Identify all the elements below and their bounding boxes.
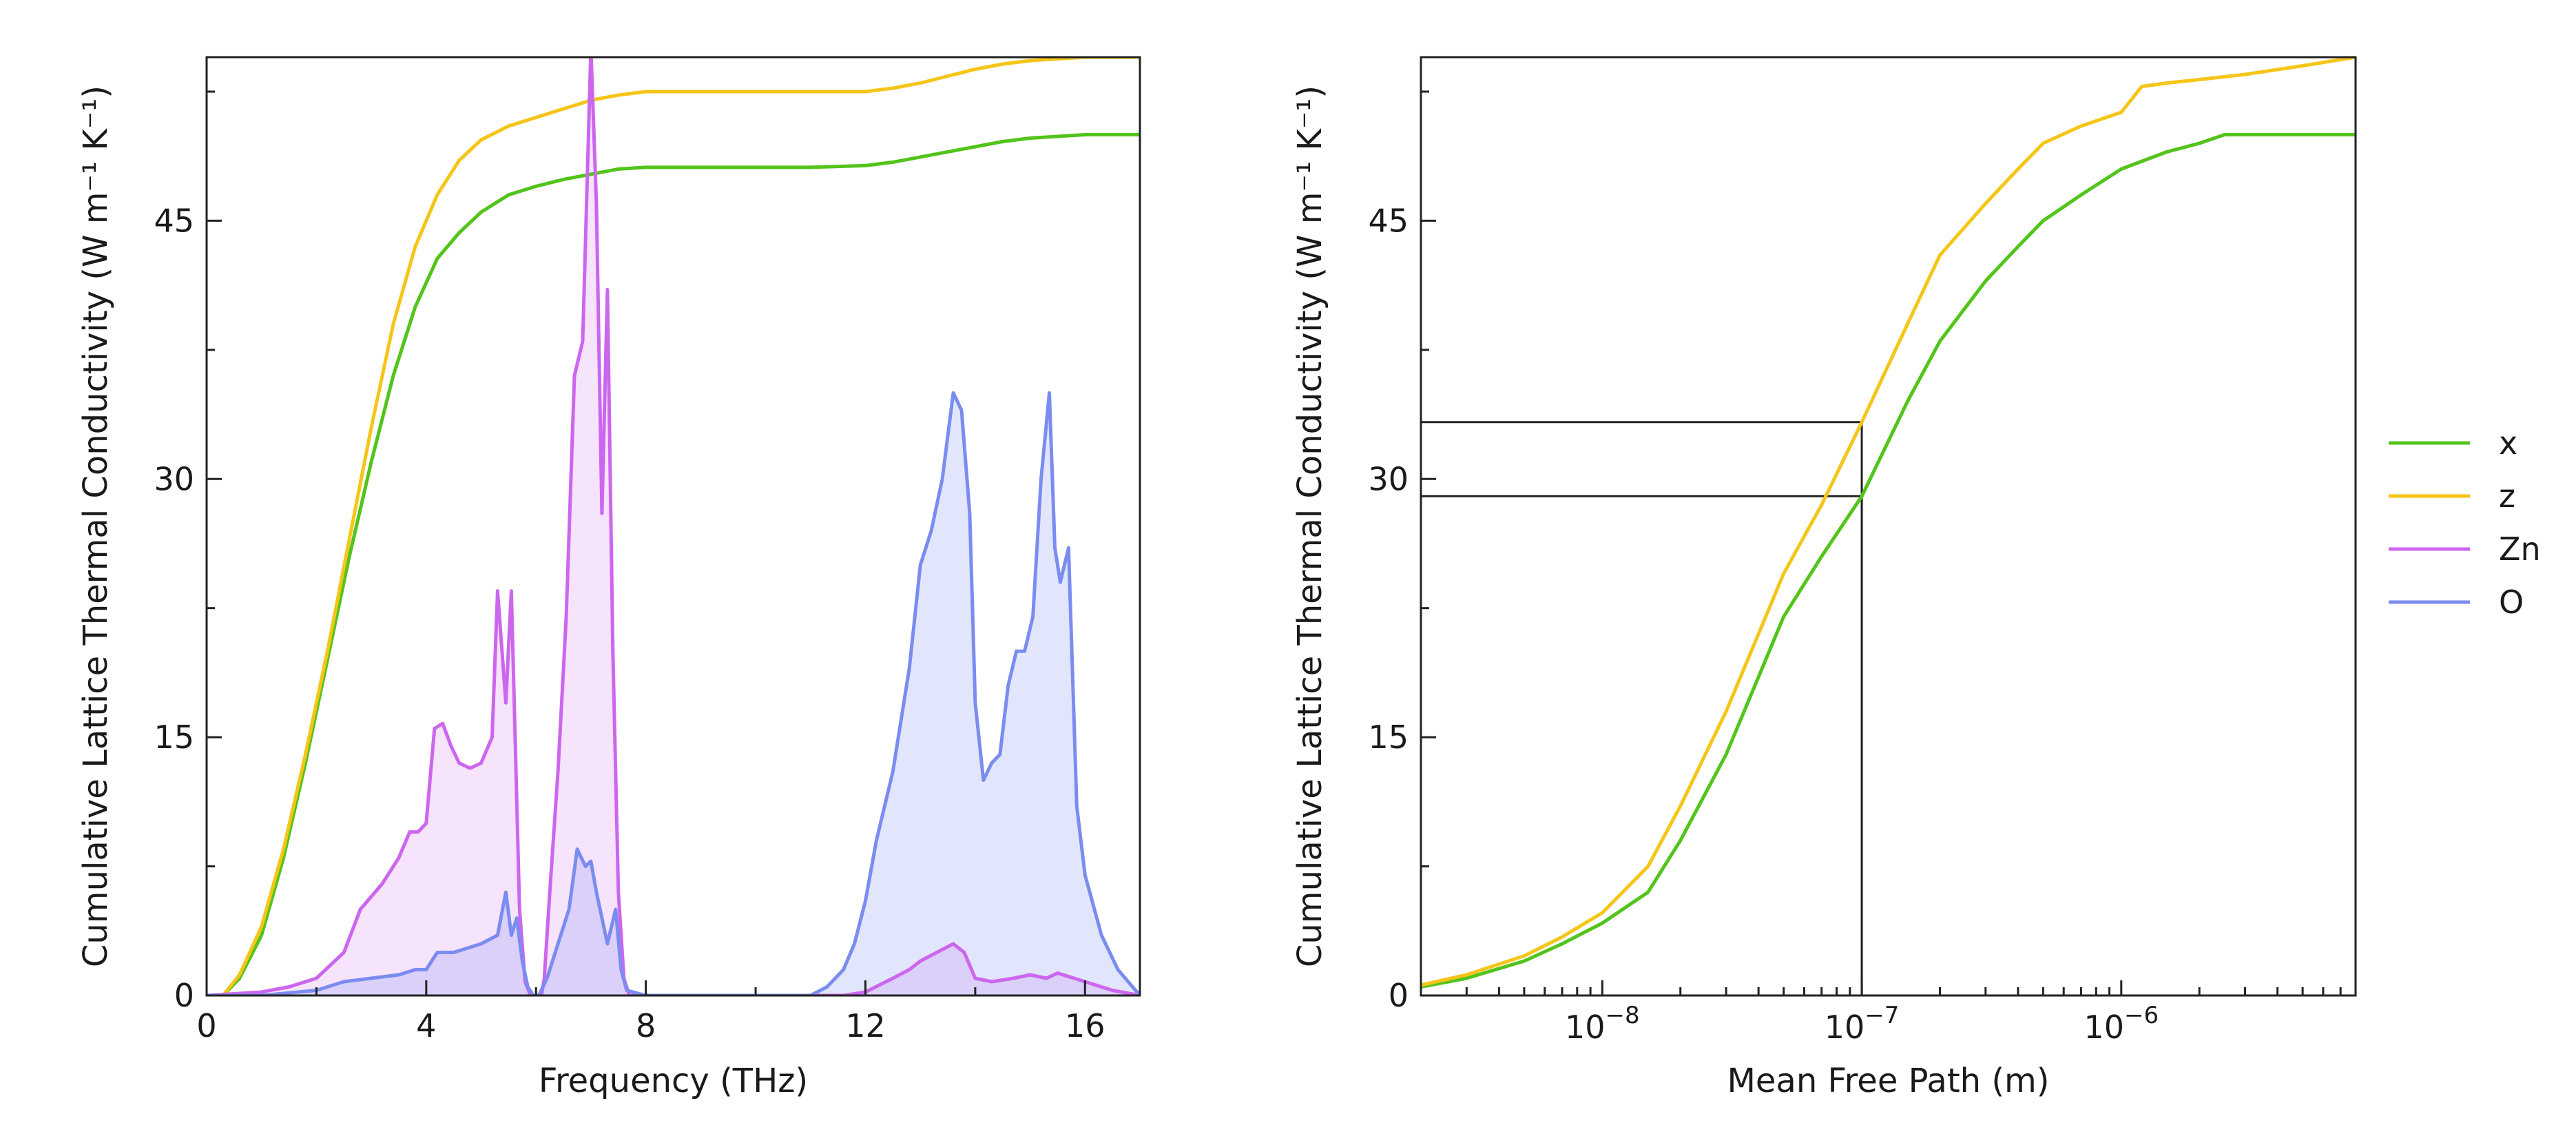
reference-line-1 <box>1421 495 1863 995</box>
x-tick-label: 4 <box>416 1007 436 1044</box>
legend-item-x: x <box>2389 424 2517 462</box>
x-axis-label: Frequency (THz) <box>539 1062 808 1100</box>
y-tick-label: 45 <box>154 202 194 239</box>
legend-label: O <box>2499 584 2524 621</box>
series-line-z <box>1421 57 2356 987</box>
x-tick-label: 10−7 <box>1825 1002 1900 1046</box>
x-tick-label: 8 <box>636 1007 656 1044</box>
series-fill-o <box>207 393 1140 995</box>
series-line-x <box>222 133 1140 995</box>
legend-label: Zn <box>2499 530 2541 568</box>
series-line-o <box>207 391 1140 995</box>
reference-line-2 <box>1421 421 1863 995</box>
legend-item-o: O <box>2389 584 2524 621</box>
right-panel-mean-free-path: 0 15 30 45 10−8 10−7 10−6 Mean Free Path (m) Cum… <box>1291 56 2357 1100</box>
y-tick-label: 0 <box>174 977 194 1014</box>
series-fill-zn <box>207 57 1140 995</box>
series-line-zn <box>207 57 1140 995</box>
axes-frame <box>205 56 1141 997</box>
plot-area <box>1421 57 2356 995</box>
y-tick-label: 15 <box>154 719 194 756</box>
series-line-x <box>1421 133 2356 989</box>
y-tick-label: 45 <box>1368 202 1409 239</box>
legend: xz Zn O <box>2389 424 2541 621</box>
y-axis-label: Cumulative Lattice Thermal Conductivity … <box>1291 85 1329 967</box>
left-panel-frequency: 0 15 30 45 0 4 8 12 16 Frequency (THz) Cumulative … <box>76 56 1141 1100</box>
legend-item-zn: Zn <box>2389 530 2541 568</box>
y-tick-label: 30 <box>1368 460 1409 497</box>
y-tick-label: 15 <box>1368 719 1409 756</box>
x-tick-label: 16 <box>1065 1007 1105 1044</box>
axes-frame <box>1420 56 2357 997</box>
legend-label: z <box>2499 477 2515 515</box>
y-tick-label: 30 <box>154 460 194 497</box>
legend-item-z: z <box>2389 477 2515 515</box>
y-tick-label: 0 <box>1389 977 1409 1014</box>
legend-label: x <box>2499 424 2517 462</box>
plot-area <box>207 57 1140 995</box>
x-axis-label: Mean Free Path (m) <box>1727 1062 2049 1100</box>
y-axis-label: Cumulative Lattice Thermal Conductivity … <box>76 85 115 967</box>
x-tick-label: 12 <box>845 1007 886 1044</box>
x-tick-label: 0 <box>196 1007 216 1044</box>
x-tick-label: 10−6 <box>2084 1002 2159 1046</box>
series-line-z <box>221 57 1140 995</box>
x-tick-label: 10−8 <box>1565 1002 1640 1046</box>
